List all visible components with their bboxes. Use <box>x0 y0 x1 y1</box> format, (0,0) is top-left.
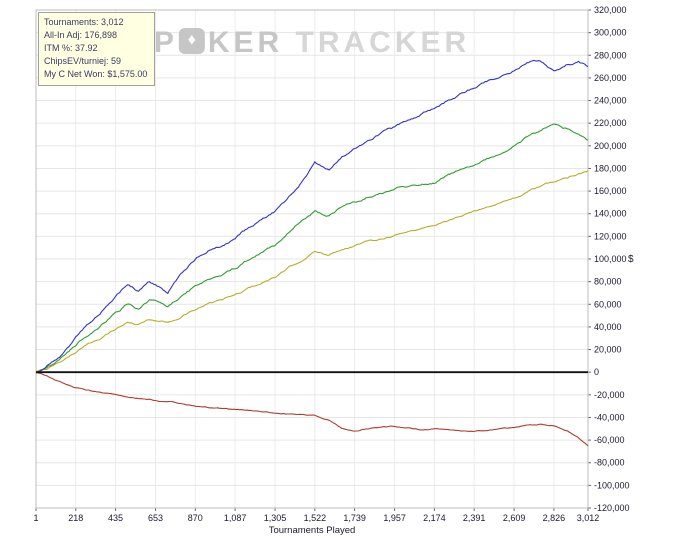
x-axis-tick-label: 2,826 <box>543 513 566 523</box>
y-axis-tick-label: 60,000 <box>594 299 622 309</box>
x-axis-tick-label: 435 <box>108 513 123 523</box>
y-axis-tick-label: 160,000 <box>594 186 627 196</box>
y-axis-tick-label: -80,000 <box>594 458 625 468</box>
y-axis-tick-label: 100,000 <box>594 254 627 264</box>
stat-itm-percent: ITM %: 37.92 <box>44 43 98 53</box>
x-axis-tick-label: 2,174 <box>423 513 446 523</box>
stat-all-in-adj: All-In Adj: 176,898 <box>44 30 118 40</box>
x-axis-tick-label: 1,522 <box>304 513 327 523</box>
series-line-red <box>35 371 589 447</box>
x-axis-tick-label: 3,012 <box>577 513 600 523</box>
x-axis-title: Tournaments Played <box>269 525 356 536</box>
y-axis-tick-label: 260,000 <box>594 73 627 83</box>
y-axis-tick-label: 80,000 <box>594 277 622 287</box>
y-axis-tick-label: -120,000 <box>594 503 630 513</box>
y-axis-tick-label: 220,000 <box>594 118 627 128</box>
stats-overlay: Tournaments: 3,012 All-In Adj: 176,898 I… <box>38 12 156 86</box>
watermark-text-p: P <box>153 26 178 59</box>
x-axis-tick-label: 653 <box>148 513 163 523</box>
x-axis-tick-label: 1,305 <box>264 513 287 523</box>
stat-chips-ev: ChipsEV/turniej: 59 <box>44 56 122 66</box>
x-axis-tick-label: 2,391 <box>463 513 486 523</box>
y-axis-tick-label: 240,000 <box>594 96 627 106</box>
y-axis-tick-label: 200,000 <box>594 141 627 151</box>
series-line-yellow <box>35 170 589 373</box>
y-axis-tick-label: 320,000 <box>594 5 627 15</box>
y-axis-tick-label: 140,000 <box>594 209 627 219</box>
y-axis-tick-label: 180,000 <box>594 163 627 173</box>
x-axis-tick-label: 1,957 <box>383 513 406 523</box>
y-axis-tick-label: -100,000 <box>594 480 630 490</box>
x-axis-tick-label: 1,087 <box>224 513 247 523</box>
y-axis-tick-label: 300,000 <box>594 28 627 38</box>
y-axis-tick-label: 120,000 <box>594 231 627 241</box>
x-axis-tick-label: 218 <box>68 513 83 523</box>
x-axis-tick-label: 1,739 <box>343 513 366 523</box>
y-axis-tick-label: -40,000 <box>594 412 625 422</box>
y-axis-tick-label: 40,000 <box>594 322 622 332</box>
stat-tournaments: Tournaments: 3,012 <box>44 17 124 27</box>
x-axis-tick-label: 2,609 <box>503 513 526 523</box>
series-line-green <box>35 123 589 374</box>
y-axis-tick-label: 20,000 <box>594 345 622 355</box>
y-axis-tick-label: -60,000 <box>594 435 625 445</box>
plot-border <box>35 9 589 509</box>
y-axis-tick-label: 0 <box>594 367 599 377</box>
y-axis-tick-label: -20,000 <box>594 390 625 400</box>
stat-net-won: My C Net Won: $1,575.00 <box>44 69 148 79</box>
watermark-text-tracker: TRACKER <box>295 26 471 59</box>
x-axis-tick-label: 870 <box>188 513 203 523</box>
diamond-icon: ♦ <box>187 31 196 49</box>
pokertracker-logo-o-icon: ♦ <box>178 28 205 54</box>
x-axis-tick-label: 1 <box>33 513 38 523</box>
pokertracker-watermark: P ♦ KER TRACKER <box>154 26 470 60</box>
series-line-blue <box>35 59 589 374</box>
watermark-text-ker: KER <box>207 26 284 59</box>
y-axis-tick-label: 280,000 <box>594 50 627 60</box>
y-axis-title: $ <box>628 254 634 265</box>
